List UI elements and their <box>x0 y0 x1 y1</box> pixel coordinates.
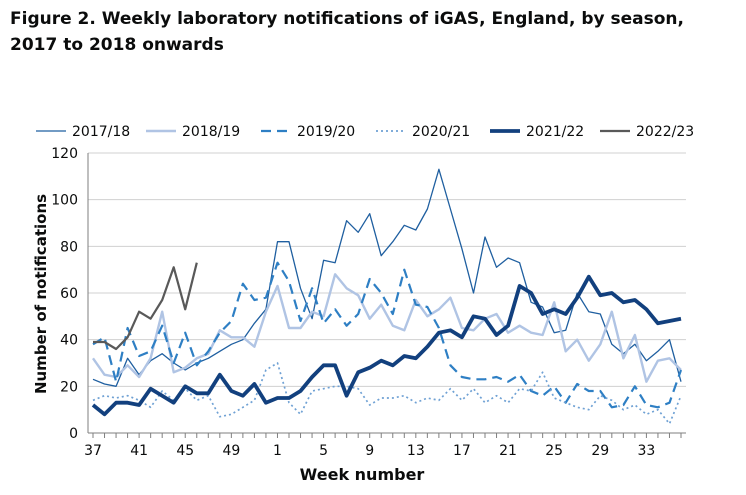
series-line-2021-22 <box>91 274 682 417</box>
x-tick-label: 5 <box>319 443 328 459</box>
x-tick-label: 13 <box>407 443 425 459</box>
legend: 2017/18 2018/19 2019/20 2020/21 2021/22 2022/… <box>36 124 694 140</box>
legend-label: 2017/18 <box>72 124 130 140</box>
legend-label: 2018/19 <box>182 124 240 140</box>
legend-label: 2022/23 <box>636 124 694 140</box>
y-tick-label: 60 <box>60 286 78 302</box>
series-line-2022-23 <box>93 262 198 351</box>
legend-label: 2021/22 <box>526 124 584 140</box>
y-tick-label: 0 <box>69 426 78 442</box>
x-tick-label: 9 <box>365 443 374 459</box>
axes: 0 20 40 60 80 100 120 37 41 45 49 1 5 9 13 17 21 25 29 33 <box>51 146 686 459</box>
y-tick-label: 20 <box>60 379 78 395</box>
y-tick-label: 40 <box>60 333 78 349</box>
x-tick-label: 45 <box>176 443 194 459</box>
x-tick-label: 29 <box>591 443 609 459</box>
legend-label: 2020/21 <box>412 124 470 140</box>
y-tick-label: 100 <box>51 193 78 209</box>
x-tick-label: 41 <box>130 443 148 459</box>
series-line-2019-20 <box>92 261 683 409</box>
y-tick-label: 120 <box>51 146 78 162</box>
series-line-2018-19 <box>92 273 682 383</box>
x-tick-label: 21 <box>499 443 517 459</box>
x-tick-label: 17 <box>453 443 471 459</box>
legend-label: 2019/20 <box>297 124 355 140</box>
x-tick-label: 37 <box>84 443 102 459</box>
y-axis-label: Number of notifications <box>32 194 50 394</box>
x-tick-label: 1 <box>273 443 282 459</box>
x-tick-label: 25 <box>545 443 563 459</box>
series-lines <box>91 168 683 425</box>
axis-labels: Week number Number of notifications <box>32 194 424 484</box>
figure-title: Figure 2. Weekly laboratory notification… <box>10 9 684 55</box>
series-line-2020-21 <box>92 362 682 425</box>
x-tick-label: 49 <box>222 443 240 459</box>
x-tick-label: 33 <box>637 443 655 459</box>
x-axis-label: Week number <box>300 465 425 484</box>
y-tick-label: 80 <box>60 239 78 255</box>
series-line-2017-18 <box>92 168 682 387</box>
